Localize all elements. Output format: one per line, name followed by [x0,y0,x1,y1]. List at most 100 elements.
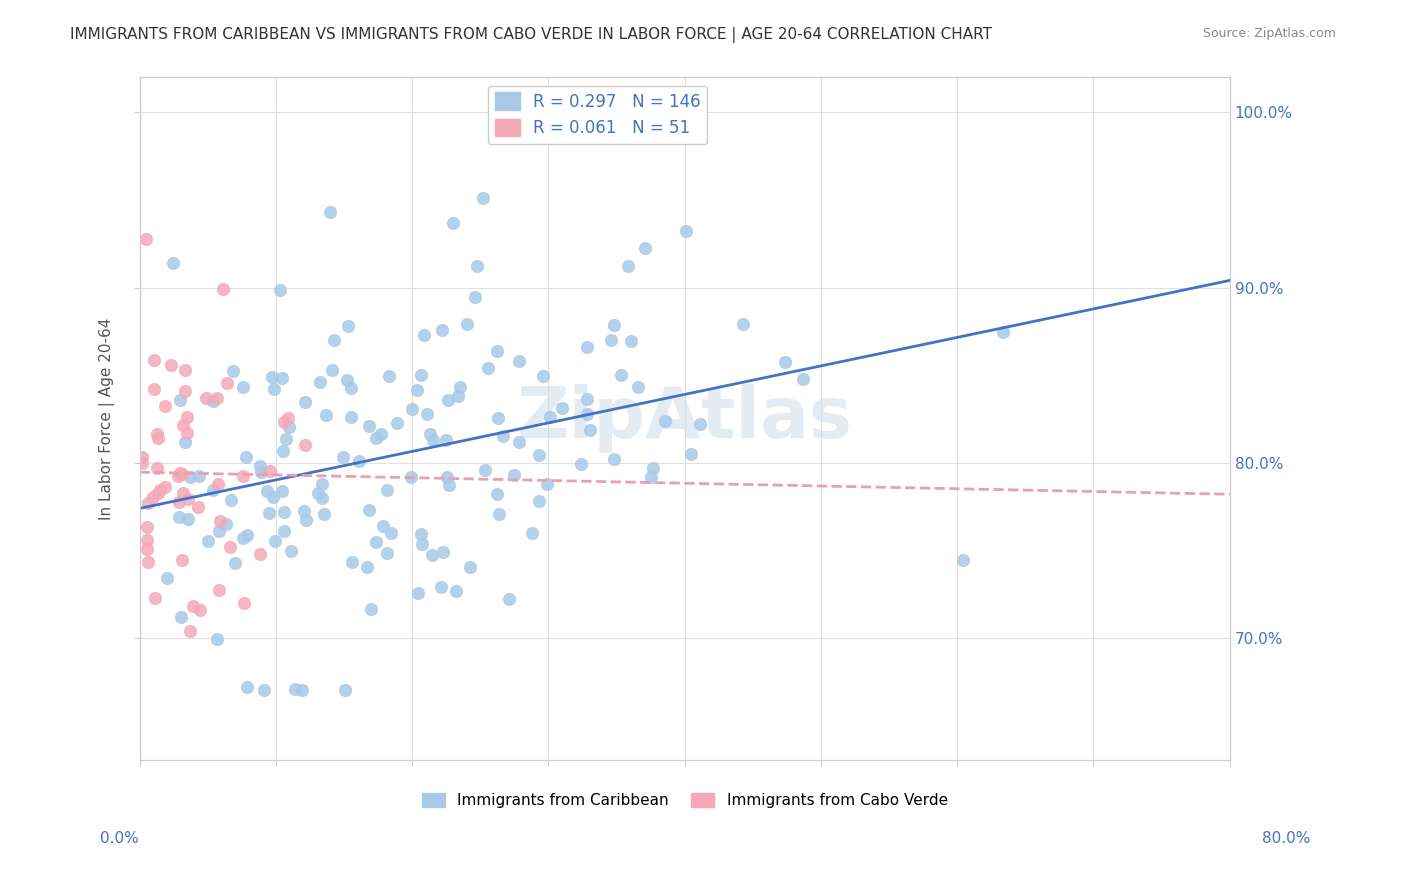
Point [173,362,195,376]
Point [430,580,453,594]
Point [952,552,974,566]
Point [441,216,464,230]
Point [654,413,676,427]
Point [520,525,543,540]
Point [603,452,626,467]
Point [444,584,467,599]
Point [603,318,626,332]
Point [456,318,478,332]
Point [263,533,285,548]
Point [135,520,157,534]
Point [277,411,299,425]
Point [503,467,526,482]
Point [477,361,499,376]
Point [215,517,238,532]
Point [599,333,621,347]
Point [375,483,398,498]
Point [131,450,153,465]
Point [578,423,600,437]
Text: Source: ZipAtlas.com: Source: ZipAtlas.com [1202,27,1336,40]
Point [419,426,441,441]
Y-axis label: In Labor Force | Age 20-64: In Labor Force | Age 20-64 [100,318,115,520]
Point [569,457,592,471]
Point [322,334,344,348]
Point [250,465,273,479]
Point [413,327,436,342]
Point [215,376,238,391]
Point [169,467,191,481]
Legend: Immigrants from Caribbean, Immigrants from Cabo Verde: Immigrants from Caribbean, Immigrants fr… [416,787,953,814]
Point [406,383,429,397]
Point [186,500,208,514]
Point [311,477,333,491]
Point [146,427,169,442]
Point [131,456,153,470]
Point [256,483,278,498]
Point [269,283,291,297]
Point [401,401,423,416]
Point [207,632,229,646]
Point [415,407,437,421]
Point [172,418,194,433]
Point [197,534,219,549]
Point [575,392,598,407]
Point [321,363,343,377]
Point [422,433,444,447]
Point [610,368,633,383]
Point [449,380,471,394]
Point [340,381,363,395]
Point [211,281,233,295]
Point [284,681,307,696]
Point [731,318,754,332]
Point [148,486,170,500]
Point [620,334,643,348]
Point [485,487,508,501]
Point [370,427,392,442]
Point [156,571,179,585]
Point [411,537,433,551]
Point [315,408,337,422]
Point [170,467,193,481]
Point [643,461,665,475]
Text: 80.0%: 80.0% [1263,831,1310,846]
Point [458,559,481,574]
Point [336,319,359,334]
Point [311,491,333,505]
Point [551,401,574,415]
Text: 0.0%: 0.0% [100,831,139,846]
Point [498,592,520,607]
Point [263,382,285,396]
Point [336,373,359,387]
Point [347,454,370,468]
Point [527,494,550,508]
Point [135,232,157,246]
Point [208,582,231,597]
Point [436,470,458,484]
Point [294,395,316,409]
Point [409,526,432,541]
Point [273,415,295,429]
Point [375,546,398,560]
Point [202,393,225,408]
Point [432,323,454,337]
Point [273,524,295,538]
Point [176,410,198,425]
Point [146,460,169,475]
Point [218,540,240,554]
Point [295,513,318,527]
Point [385,417,408,431]
Point [194,391,217,405]
Text: IMMIGRANTS FROM CARIBBEAN VS IMMIGRANTS FROM CABO VERDE IN LABOR FORCE | AGE 20-: IMMIGRANTS FROM CARIBBEAN VS IMMIGRANTS … [70,27,993,43]
Point [411,368,433,383]
Point [271,483,294,498]
Text: ZipAtlas: ZipAtlas [516,384,852,453]
Point [536,477,558,491]
Point [792,372,814,386]
Point [262,370,284,384]
Point [142,353,165,368]
Point [640,470,662,484]
Point [576,339,599,353]
Point [208,514,231,528]
Point [232,469,254,483]
Point [488,508,510,522]
